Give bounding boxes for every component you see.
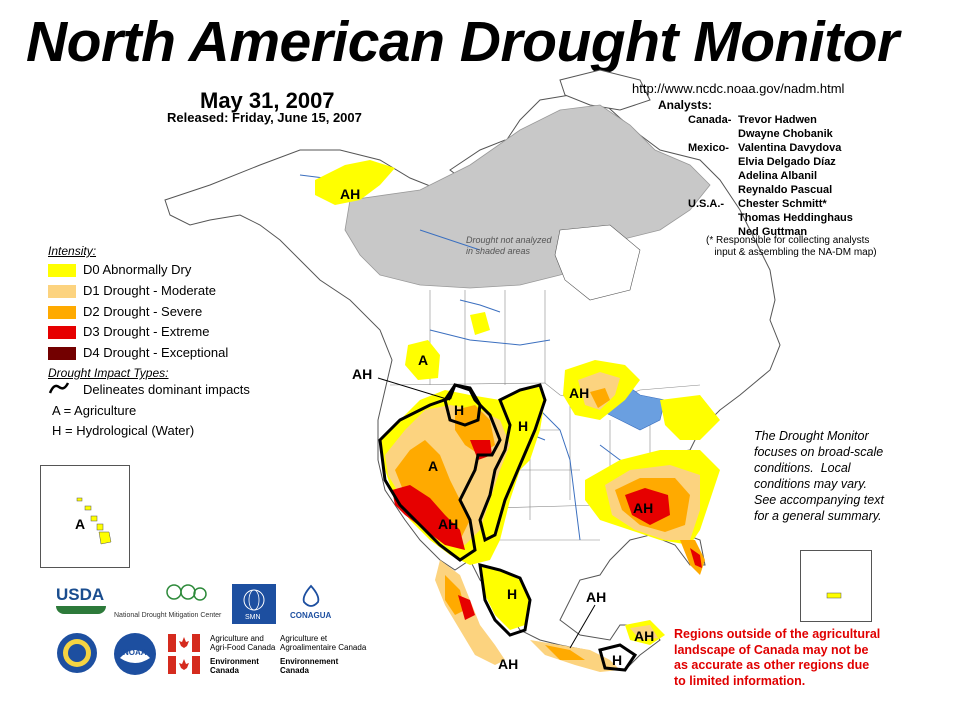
smn-logo: SMN [232, 584, 276, 624]
impact-lines [378, 383, 638, 672]
legend-label-d1: D1 Drought - Moderate [83, 283, 216, 298]
d2-mexico-south [545, 645, 585, 660]
environment-canada-en: Environment Canada [210, 657, 259, 675]
release-date: Released: Friday, June 15, 2007 [167, 110, 362, 125]
label-ah-mexico-bottom: AH [498, 656, 519, 672]
impact-west [378, 383, 502, 562]
d0-ne [660, 395, 720, 440]
impact-line-icon [48, 382, 70, 394]
label-h-mexico-south: H [612, 652, 623, 668]
shaded-region [344, 104, 711, 289]
legend-label-d2: D2 Drought - Severe [83, 304, 203, 319]
hawaii-islands [76, 497, 112, 545]
d0-alaska [315, 160, 395, 205]
legend-intensity-heading: Intensity: [48, 244, 97, 258]
label-ah-southeast: AH [633, 500, 654, 516]
analyst-name: Thomas Heddinghaus [738, 212, 853, 224]
impact-mexico [478, 563, 532, 637]
monitor-note: The Drought Monitor focuses on broad-sca… [754, 429, 884, 523]
impact-mexico-south [598, 643, 638, 672]
tree-icon [166, 584, 207, 601]
legend-swatch-d1 [48, 285, 76, 298]
land-base [164, 69, 781, 671]
d3-southwest [392, 485, 465, 550]
label-a-west: A [428, 458, 439, 474]
map-title: North American Drought Monitor [26, 10, 899, 74]
analyst-name: Valentina Davydova [738, 142, 842, 154]
ndmc-logo: National Drought Mitigation Center [114, 584, 234, 624]
d1-yucatan [630, 625, 658, 640]
hudson-bay [554, 224, 641, 301]
analyst-name: Dwayne Chobanik [738, 128, 833, 140]
d2-greatlakes [590, 388, 610, 408]
website-url[interactable]: http://www.ncdc.noaa.gov/nadm.html [632, 81, 845, 96]
drought-areas [315, 160, 720, 672]
d2-mexico-west [445, 575, 465, 615]
legend-swatch-d4 [48, 347, 76, 360]
label-ah-greatlakes: AH [569, 385, 590, 401]
map-date: May 31, 2007 [200, 88, 335, 113]
analyst-country-mexico: Mexico- [688, 142, 729, 154]
globe-icon [243, 589, 265, 611]
conagua-logo: CONAGUA [288, 584, 334, 624]
analyst-name: Chester Schmitt* [738, 198, 827, 210]
d3-florida [690, 548, 702, 568]
analyst-note: (* Responsible for collecting analysts i… [706, 235, 877, 258]
impact-label-hydrological: H = Hydrological (Water) [52, 423, 195, 438]
analyst-country-canada: Canada- [688, 114, 732, 126]
label-a-hawaii: A [75, 516, 86, 532]
arctic-island-2 [559, 69, 651, 111]
label-ah-mexico-pointer: AH [586, 589, 607, 605]
d0-canada-spot [470, 312, 490, 335]
impact-plains [478, 383, 547, 543]
label-h-mexico-north: H [507, 586, 518, 602]
shaded-area-note: Drought not analyzed in shaded areas [466, 235, 552, 256]
label-ah-southwest: AH [438, 516, 459, 532]
label-ah-alaska: AH [340, 186, 361, 202]
d3-mexico-west [458, 595, 475, 620]
d2-west [395, 440, 470, 540]
puerto-rico-inset [800, 550, 872, 622]
pointer-lines [377, 377, 596, 649]
regions-accuracy-note: Regions outside of the agricultural land… [674, 627, 881, 688]
environment-canada-fr: Environnement Canada [280, 657, 339, 675]
agriculture-canada-en: Agriculture and Agri-Food Canada [210, 634, 276, 652]
label-h-montana: H [454, 402, 465, 418]
water-drop-icon [302, 584, 320, 607]
commerce-seal-icon [57, 633, 97, 673]
analyst-name: Elvia Delgado Díaz [738, 156, 836, 168]
d0-mexico-north [480, 565, 530, 630]
legend-impact-heading: Drought Impact Types: [48, 366, 169, 380]
noaa-emblem-icon [114, 633, 156, 675]
agriculture-canada-fr: Agriculture et Agroalimentaire Canada [280, 634, 367, 652]
impact-label-agriculture: A = Agriculture [52, 403, 137, 418]
label-a-canada: A [418, 352, 429, 368]
legend-label-d0: D0 Abnormally Dry [83, 262, 192, 277]
legend-swatch-d0 [48, 264, 76, 277]
label-ah-yucatan: AH [634, 628, 655, 644]
impact-label-delineates: Delineates dominant impacts [83, 382, 250, 397]
d0-canada-west [405, 340, 440, 380]
analysts-heading: Analysts: [658, 98, 713, 112]
impact-montana [443, 383, 482, 427]
analyst-name: Reynaldo Pascual [738, 184, 833, 196]
d3-southeast [625, 488, 670, 525]
puerto-rico-island [826, 592, 842, 599]
canada-flag-icon [168, 634, 200, 652]
legend-swatch-d2 [48, 306, 76, 319]
analyst-name: Trevor Hadwen [738, 114, 817, 126]
analyst-name: Adelina Albanil [738, 170, 818, 182]
canada-flag-icon [168, 656, 200, 674]
legend-label-d4: D4 Drought - Exceptional [83, 345, 229, 360]
noaa-logo: NOAA [112, 632, 158, 676]
legend-swatch-d3 [48, 326, 76, 339]
usda-logo: USDA [56, 585, 106, 619]
analyst-name: Ned Guttman [738, 226, 808, 238]
label-h-plains: H [518, 418, 529, 434]
hawaii-inset: A [40, 465, 130, 568]
legend-label-d3: D3 Drought - Extreme [83, 324, 210, 339]
analyst-country-usa: U.S.A.- [688, 198, 725, 210]
label-ah-pointer: AH [352, 366, 373, 382]
